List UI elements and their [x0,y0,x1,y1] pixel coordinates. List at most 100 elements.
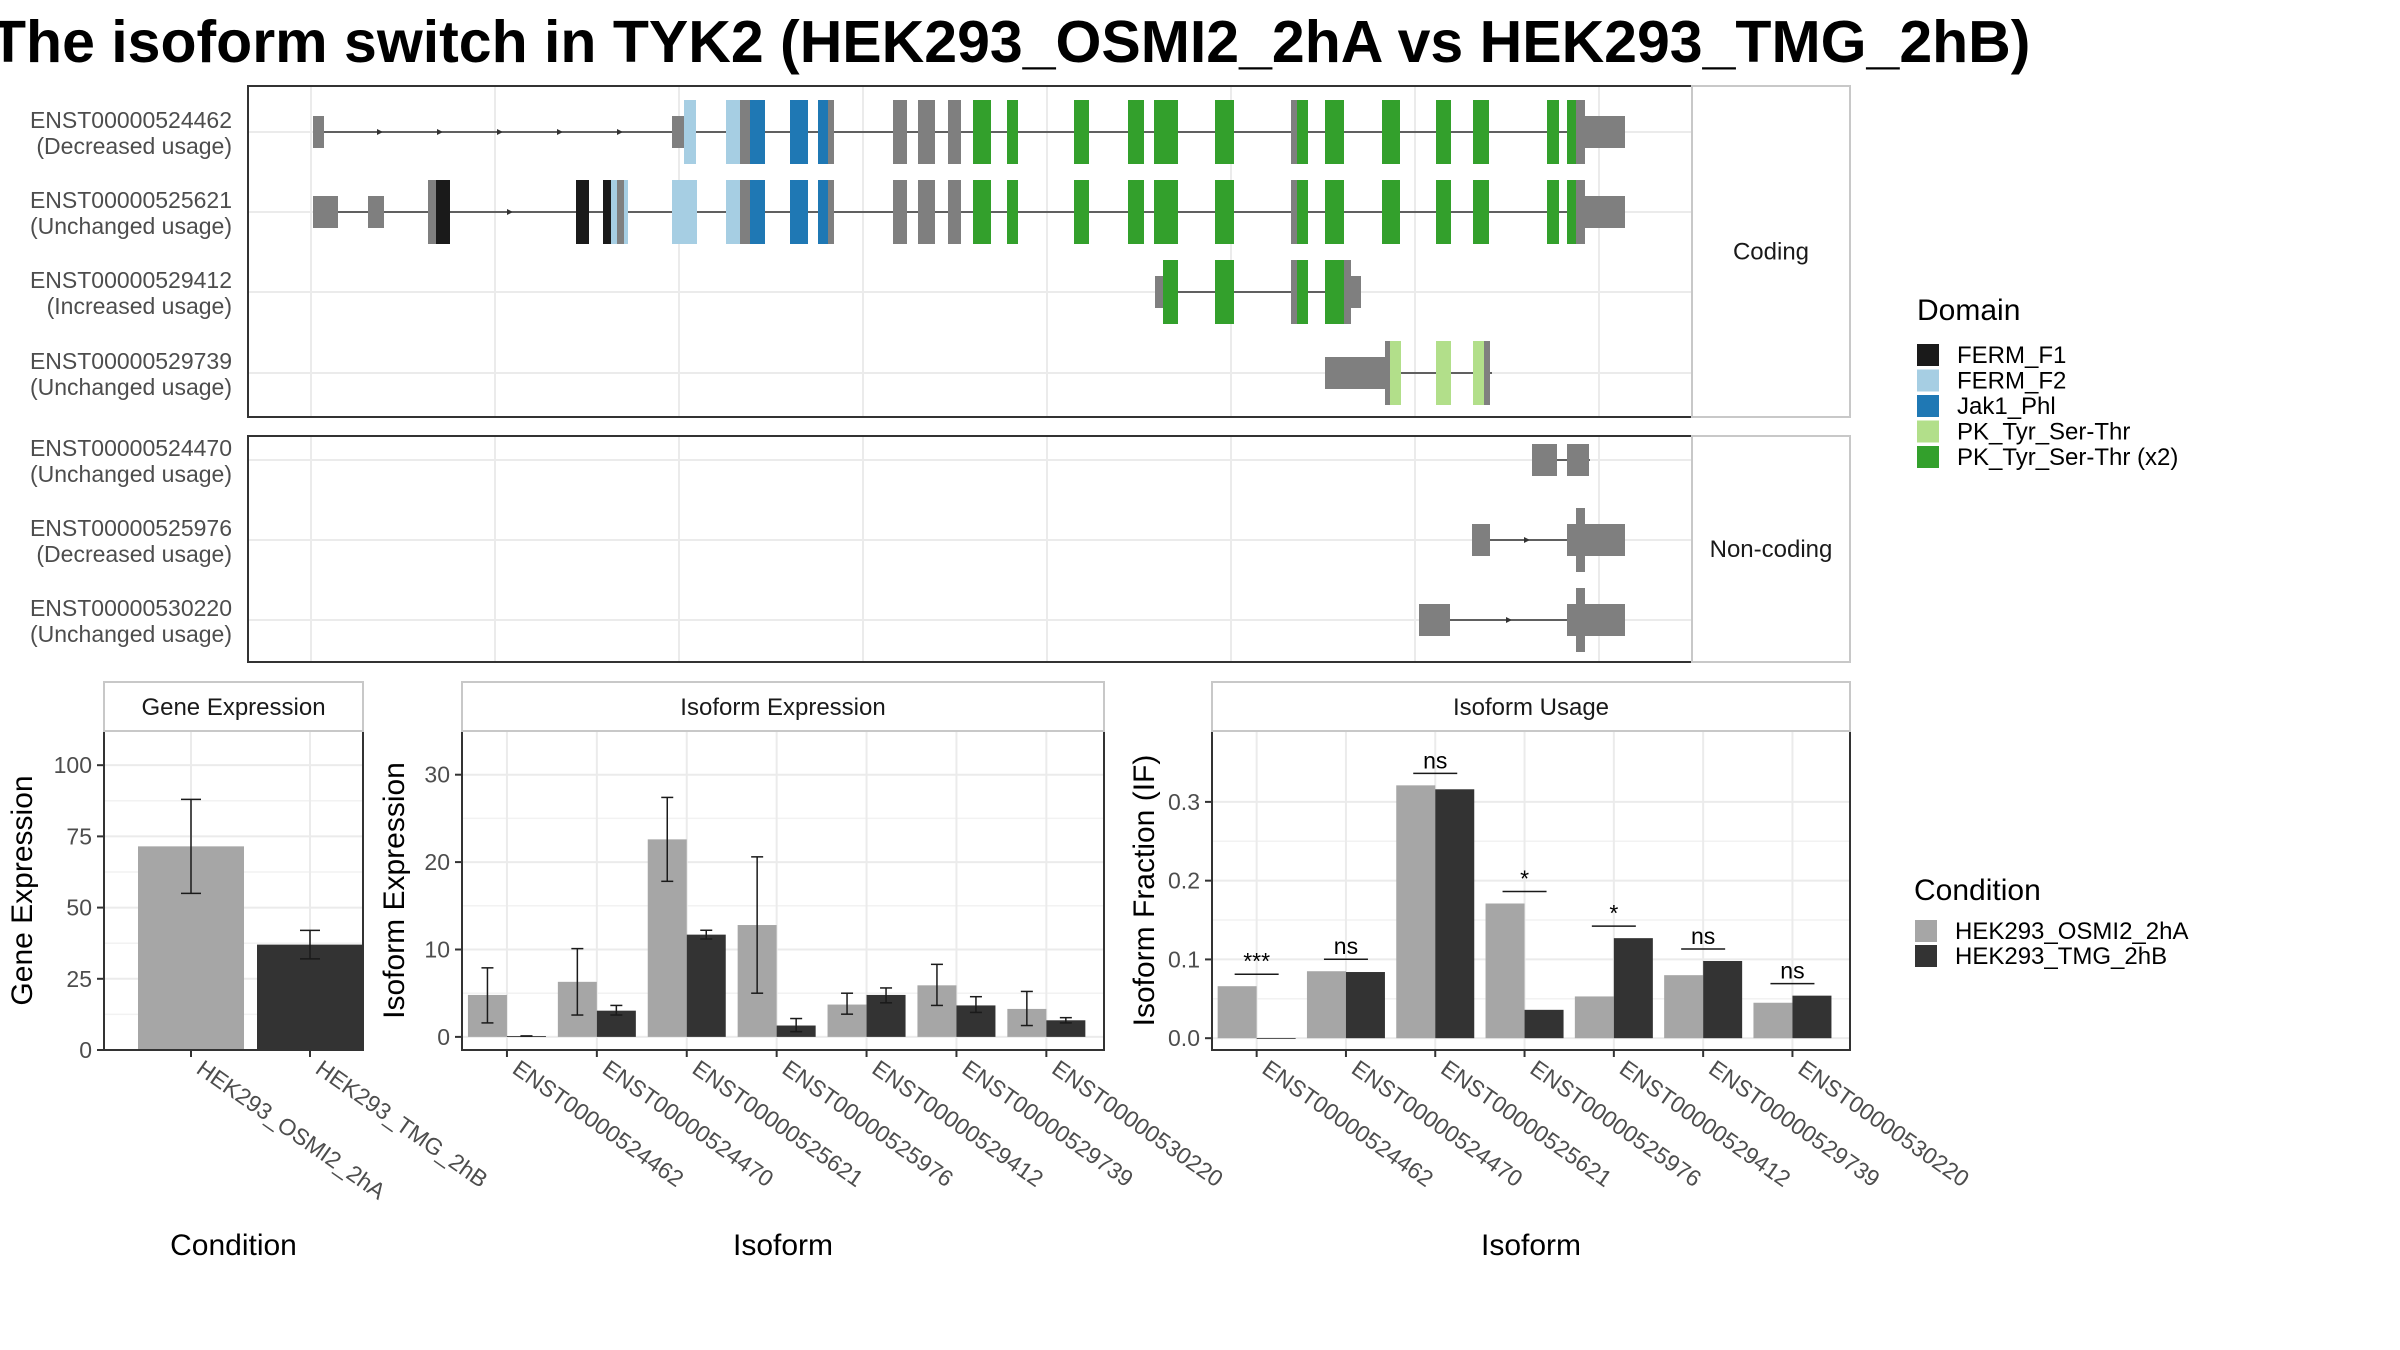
exon-FERM_F2 [672,180,697,244]
significance-label: ns [1423,747,1447,773]
transcript-id-label: ENST00000529412 [30,267,232,293]
domain-legend-label: Jak1_Phl [1957,393,2056,420]
exon-PK_Tyr_Ser-Thr (x2) [1325,100,1344,164]
exon-PK_Tyr_Ser-Thr [1473,341,1484,405]
exon-PK_Tyr_Ser-Thr (x2) [1436,100,1451,164]
exon-none [1291,180,1297,244]
exon-PK_Tyr_Ser-Thr (x2) [973,100,991,164]
exon-Jak1_Phl [790,100,808,164]
exon-PK_Tyr_Ser-Thr (x2) [1074,100,1089,164]
exon-none [740,100,750,164]
isoform-bar [1435,789,1475,1039]
y-tick-label: 0.0 [1168,1025,1200,1051]
exon-none [948,100,961,164]
y-axis-title: Isoform Fraction (IF) [1128,755,1161,1027]
exon-none [1576,100,1585,164]
exon-PK_Tyr_Ser-Thr (x2) [1128,100,1144,164]
exon-FERM_F2 [624,180,628,244]
isoform-bar [1256,1038,1296,1039]
isoform-bar [686,934,726,1037]
exon-none [1585,196,1625,228]
exon-none [893,180,907,244]
strand-arrow-icon [1524,537,1530,543]
structure-panel-coding [248,86,1692,417]
y-tick-label: 50 [66,895,92,921]
exon-none [1576,180,1585,244]
y-tick-label: 0 [437,1024,450,1050]
exon-none [893,100,907,164]
isoform-bar [1485,903,1525,1039]
exon-PK_Tyr_Ser-Thr (x2) [1325,260,1344,324]
exon-none [1291,100,1297,164]
transcript-usage-label: (Unchanged usage) [30,621,232,647]
exon-none [1291,260,1297,324]
exon-PK_Tyr_Ser-Thr (x2) [1567,180,1576,244]
y-tick-label: 20 [424,849,450,875]
facet-strip-label: Non-coding [1710,536,1833,563]
exon-none [918,180,935,244]
transcript-usage-label: (Decreased usage) [36,133,232,159]
transcript-id-label: ENST00000524470 [30,435,232,461]
exon-Jak1_Phl [790,180,808,244]
domain-legend-key [1917,446,1939,468]
exon-PK_Tyr_Ser-Thr (x2) [1297,180,1308,244]
exon-FERM_F1 [576,180,589,244]
exon-FERM_F2 [684,100,696,164]
domain-legend-label: PK_Tyr_Ser-Thr [1957,419,2130,446]
y-tick-label: 75 [66,823,92,849]
exon-FERM_F2 [726,180,740,244]
exon-PK_Tyr_Ser-Thr (x2) [1215,180,1234,244]
exon-PK_Tyr_Ser-Thr (x2) [1154,180,1178,244]
exon-PK_Tyr_Ser-Thr [1436,341,1451,405]
domain-legend-key [1917,395,1939,417]
transcript-usage-label: (Decreased usage) [36,541,232,567]
y-tick-label: 0.3 [1168,789,1200,815]
transcript-id-label: ENST00000525621 [30,187,232,213]
chart-strip [1211,681,1851,732]
transcript-usage-label: (Increased usage) [47,293,232,319]
exon-PK_Tyr_Ser-Thr (x2) [1215,100,1234,164]
exon-none [1419,604,1450,636]
condition-legend-label: HEK293_TMG_2hB [1955,943,2167,970]
exon-FERM_F1 [436,180,450,244]
exon-none [1585,604,1625,636]
exon-PK_Tyr_Ser-Thr [1390,341,1401,405]
exon-none [1532,444,1557,476]
exon-none [1344,260,1351,324]
y-tick-label: 10 [424,936,450,962]
exon-none [918,100,935,164]
isoform-bar [1046,1020,1086,1037]
exon-PK_Tyr_Ser-Thr (x2) [973,180,991,244]
y-tick-label: 0 [79,1037,92,1063]
strand-arrow-icon [507,209,513,215]
domain-legend-key [1917,344,1939,366]
exon-PK_Tyr_Ser-Thr (x2) [1547,180,1559,244]
exon-PK_Tyr_Ser-Thr (x2) [1297,260,1308,324]
domain-legend-label: FERM_F2 [1957,368,2066,395]
exon-Jak1_Phl [818,180,828,244]
exon-PK_Tyr_Ser-Thr (x2) [1436,180,1451,244]
chart-strip-title: Isoform Usage [1453,694,1609,721]
exon-PK_Tyr_Ser-Thr (x2) [1547,100,1559,164]
exon-none [1585,524,1625,556]
x-tick-label: HEK293_OSMI2_2hA [192,1055,391,1205]
isoform-bar [1306,971,1346,1039]
exon-PK_Tyr_Ser-Thr (x2) [1163,260,1178,324]
y-tick-label: 0.2 [1168,868,1200,894]
y-axis-title: Gene Expression [6,775,39,1005]
chart-strip-title: Isoform Expression [680,694,885,721]
domain-legend-label: FERM_F1 [1957,342,2066,369]
exon-none [672,116,684,148]
exon-none [828,100,834,164]
exon-PK_Tyr_Ser-Thr (x2) [1325,180,1344,244]
transcript-usage-label: (Unchanged usage) [30,461,232,487]
strand-arrow-icon [617,129,623,135]
exon-PK_Tyr_Ser-Thr (x2) [1215,260,1234,324]
transcript-usage-label: (Unchanged usage) [30,374,232,400]
exon-none [1155,276,1163,308]
exon-none [828,180,834,244]
y-tick-label: 30 [424,762,450,788]
isoform-bar [1396,785,1436,1039]
chart-strip [103,681,364,732]
